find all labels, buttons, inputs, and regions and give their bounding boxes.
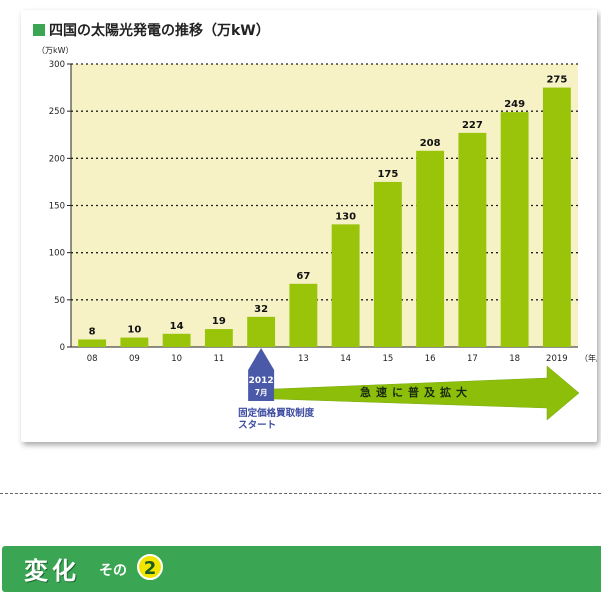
x-tick-label: 11	[213, 354, 224, 364]
bar	[331, 224, 360, 347]
marker-month: 7月	[255, 388, 268, 397]
data-label: 8	[89, 326, 96, 337]
x-tick-label: 18	[509, 354, 520, 364]
bar	[78, 339, 107, 347]
annotation-label-line1: 固定価格買取制度	[238, 407, 315, 419]
x-axis-label: （年度）	[580, 353, 597, 363]
plot-area	[71, 64, 578, 347]
data-label: 249	[504, 99, 525, 110]
x-tick-label: 17	[467, 354, 478, 364]
title-square-icon	[33, 24, 45, 36]
chart-card: 四国の太陽光発電の推移（万kW） 0 50 100 150 200 250 300 （万kW）…	[21, 10, 597, 442]
y-tick-label: 100	[49, 249, 65, 259]
y-tick-label: 300	[49, 60, 65, 70]
y-tick-label: 200	[49, 154, 65, 164]
x-tick-label: 08	[87, 354, 98, 364]
data-label: 130	[335, 211, 356, 222]
data-label: 19	[212, 316, 226, 327]
y-tick-label: 150	[49, 202, 65, 212]
x-tick-label: 16	[425, 354, 436, 364]
bar	[247, 316, 276, 347]
bar	[458, 132, 487, 347]
bar	[162, 333, 191, 347]
arrow-text: 急速に普及拡大	[360, 385, 472, 399]
x-tick-label: 15	[382, 354, 393, 364]
x-tick-label: 09	[129, 354, 140, 364]
marker-year: 2012	[249, 376, 274, 386]
data-label: 208	[420, 138, 441, 149]
annotation-label-line2: スタート	[238, 419, 276, 431]
x-tick-label: 2019	[546, 354, 568, 364]
y-axis-label: （万kW）	[37, 46, 74, 55]
data-label: 275	[546, 75, 567, 86]
chart-title-text: 四国の太陽光発電の推移（万kW）	[49, 23, 270, 39]
section-divider	[0, 493, 601, 494]
growth-arrow	[273, 365, 580, 421]
bar	[416, 150, 445, 347]
bar	[500, 112, 529, 347]
bar	[204, 329, 233, 347]
data-label: 67	[296, 271, 310, 282]
data-label: 227	[462, 120, 483, 131]
data-label: 14	[170, 321, 184, 332]
chart-title: 四国の太陽光発電の推移（万kW）	[33, 20, 270, 40]
y-tick-label: 0	[60, 343, 65, 353]
bar	[373, 181, 402, 347]
x-tick-label: 13	[298, 354, 309, 364]
x-tick-label: 14	[340, 354, 351, 364]
fit-start-marker	[248, 348, 275, 401]
x-tick-label: 10	[171, 354, 182, 364]
data-label: 10	[127, 325, 141, 336]
banner-number-badge: 2	[137, 554, 163, 580]
banner-sono: その	[99, 563, 127, 579]
y-tick-label: 250	[49, 107, 65, 117]
y-tick-label: 50	[54, 296, 65, 306]
section-banner: 変化 その 2	[2, 546, 601, 592]
data-label: 175	[377, 169, 398, 180]
bar-chart: 0 50 100 150 200 250 300 （万kW） 8 08 10 09 14 10 19 11 32…	[37, 46, 597, 431]
bar	[542, 87, 571, 347]
data-label: 32	[254, 304, 268, 315]
bar	[289, 283, 318, 347]
banner-title: 変化	[24, 557, 80, 585]
bar	[120, 337, 149, 347]
